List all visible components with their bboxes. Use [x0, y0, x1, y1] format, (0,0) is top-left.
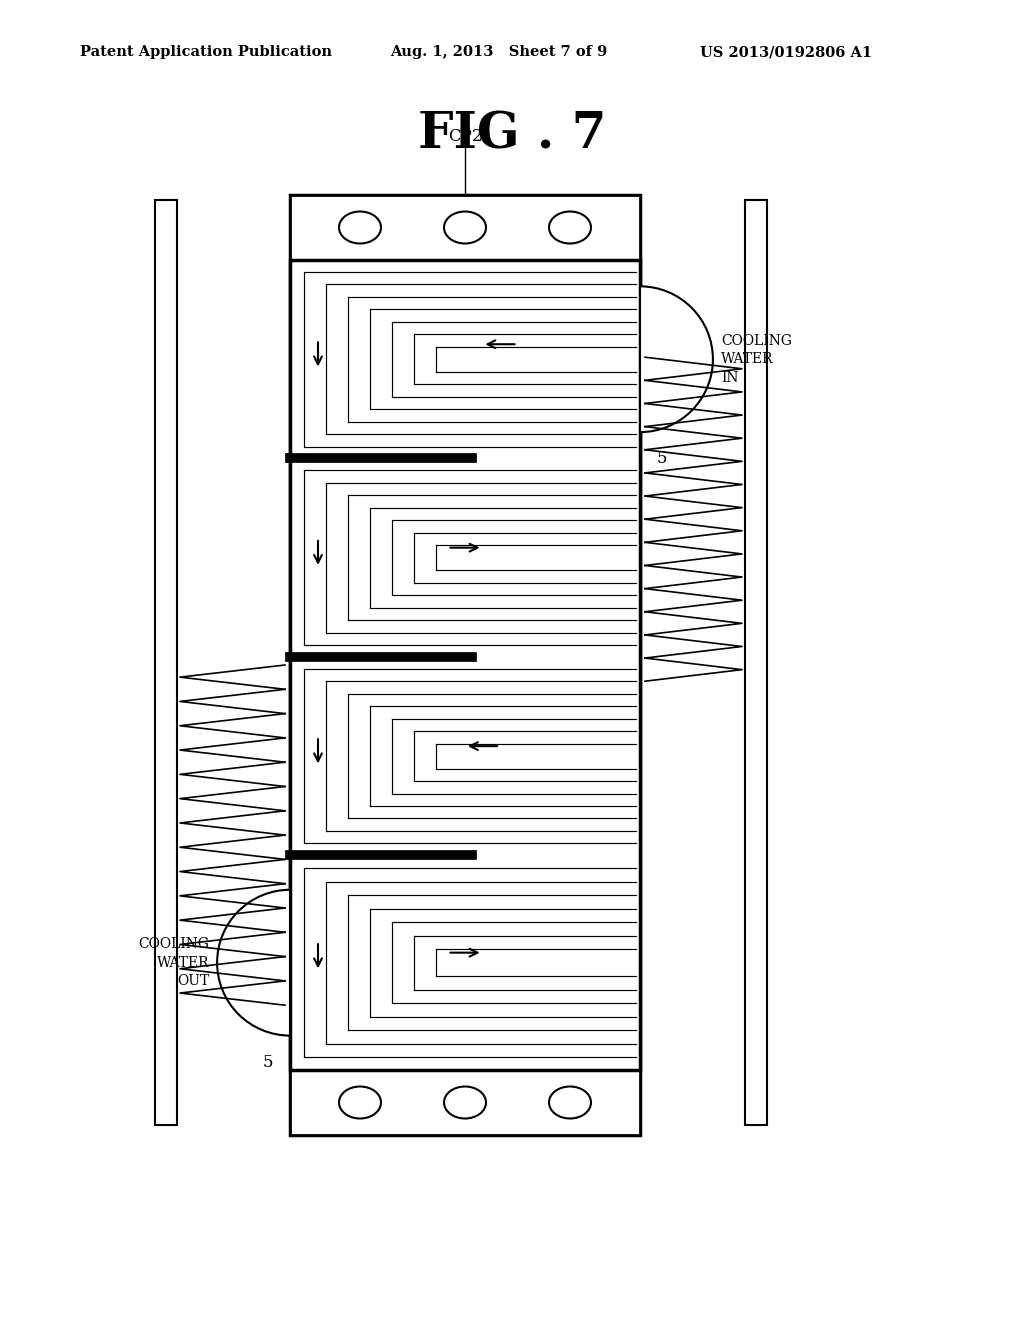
Bar	[155, 201, 177, 1125]
Text: 5: 5	[656, 450, 667, 467]
Bar	[290, 1071, 640, 1135]
Bar	[290, 195, 640, 260]
Text: 5: 5	[263, 1053, 273, 1071]
Text: Aug. 1, 2013   Sheet 7 of 9: Aug. 1, 2013 Sheet 7 of 9	[390, 45, 607, 59]
Text: US 2013/0192806 A1: US 2013/0192806 A1	[700, 45, 872, 59]
Bar	[290, 195, 640, 1135]
Text: FIG . 7: FIG . 7	[418, 111, 606, 160]
Wedge shape	[217, 890, 290, 1036]
Ellipse shape	[339, 1086, 381, 1118]
Text: COOLING
WATER
OUT: COOLING WATER OUT	[138, 937, 209, 989]
Ellipse shape	[549, 211, 591, 243]
Text: COOLING
WATER
IN: COOLING WATER IN	[721, 334, 792, 384]
Bar	[745, 201, 767, 1125]
Text: CP2: CP2	[447, 128, 482, 145]
Bar	[290, 260, 640, 1071]
Ellipse shape	[444, 211, 486, 243]
Ellipse shape	[444, 1086, 486, 1118]
Ellipse shape	[549, 1086, 591, 1118]
Text: Patent Application Publication: Patent Application Publication	[80, 45, 332, 59]
Wedge shape	[640, 286, 713, 432]
Ellipse shape	[339, 211, 381, 243]
